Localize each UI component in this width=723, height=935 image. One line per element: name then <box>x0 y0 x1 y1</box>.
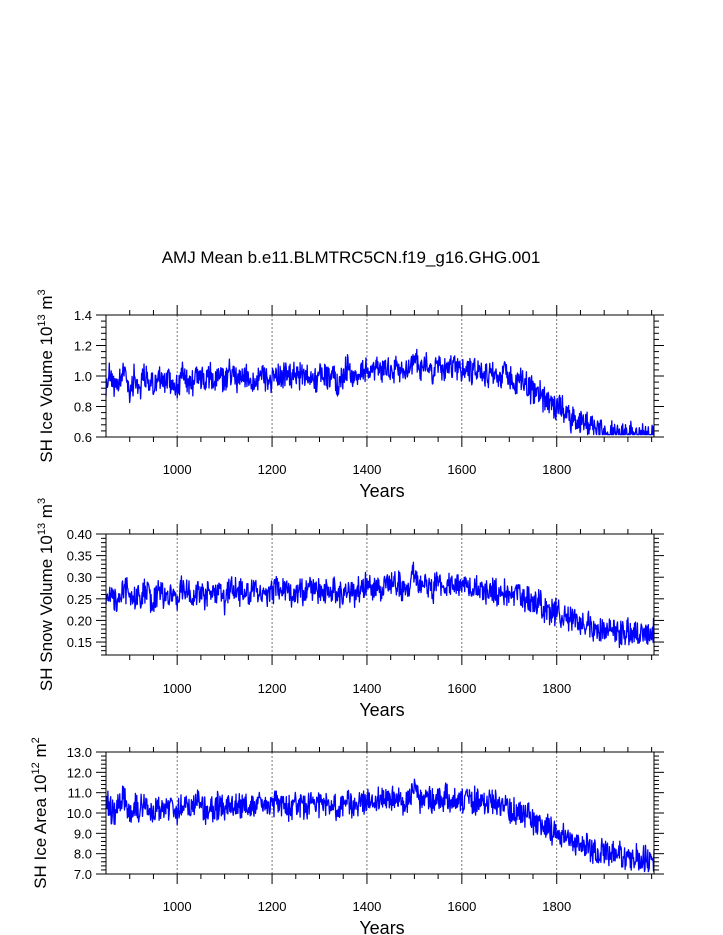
y-axis-label-superscript: 2 <box>30 737 42 743</box>
y-tick-label-0.6: 0.6 <box>74 430 92 445</box>
y-tick-label-11.0: 11.0 <box>68 786 92 801</box>
y-axis-label-part: m <box>37 295 56 314</box>
y-tick-label-10.0: 10.0 <box>67 806 92 821</box>
y-axis-label-superscript: 3 <box>36 498 48 504</box>
x-tick-label-1000: 1000 <box>163 462 192 477</box>
y-tick-label-0.40: 0.40 <box>67 527 92 542</box>
figure-title: AMJ Mean b.e11.BLMTRC5CN.f19_g16.GHG.001 <box>162 248 541 267</box>
y-axis-label-superscript: 13 <box>36 523 48 535</box>
x-tick-label-1800: 1800 <box>542 462 571 477</box>
y-axis-label: SH Ice Area 1012 m2 <box>30 737 50 889</box>
x-tick-label-1200: 1200 <box>258 899 287 914</box>
x-tick-label-1400: 1400 <box>352 899 381 914</box>
x-tick-label-1400: 1400 <box>352 681 381 696</box>
x-tick-label-1800: 1800 <box>542 681 571 696</box>
data-line-0 <box>105 348 655 436</box>
y-tick-label-0.30: 0.30 <box>67 570 92 585</box>
y-tick-label-1.4: 1.4 <box>74 308 92 323</box>
x-axis-label: Years <box>359 918 404 935</box>
data-line-1 <box>105 561 655 649</box>
y-axis-label-part: SH Ice Area 10 <box>31 774 50 888</box>
y-tick-label-0.25: 0.25 <box>67 592 92 607</box>
x-tick-label-1800: 1800 <box>542 899 571 914</box>
y-tick-label-0.20: 0.20 <box>67 613 92 628</box>
y-axis-label-part: m <box>31 743 50 762</box>
y-axis-label-part: SH Snow Volume 10 <box>37 535 56 691</box>
x-tick-label-1400: 1400 <box>352 462 381 477</box>
y-tick-label-0.15: 0.15 <box>67 635 92 650</box>
x-axis-label: Years <box>359 481 404 501</box>
y-tick-label-1.2: 1.2 <box>74 339 92 354</box>
y-tick-label-0.8: 0.8 <box>74 400 92 415</box>
y-axis-label-superscript: 13 <box>36 314 48 326</box>
y-tick-label-0.35: 0.35 <box>67 549 92 564</box>
data-line-2 <box>105 778 655 873</box>
y-tick-label-13.0: 13.0 <box>67 745 92 760</box>
x-tick-label-1200: 1200 <box>258 681 287 696</box>
y-axis-label-part: SH Ice Volume 10 <box>37 327 56 463</box>
panel-ice-volume: 1000 1200 1400 1600 1800 0.6 0.8 1.0 1.2 1.4 Years… <box>36 289 664 501</box>
y-axis-label-superscript: 12 <box>30 762 42 774</box>
y-axis-label-superscript: 3 <box>36 289 48 295</box>
y-tick-label-8.0: 8.0 <box>74 847 92 862</box>
y-axis-label: SH Snow Volume 1013 m3 <box>36 498 56 691</box>
y-tick-label-7.0: 7.0 <box>74 867 92 882</box>
x-tick-label-1000: 1000 <box>163 681 192 696</box>
y-tick-label-9.0: 9.0 <box>74 826 92 841</box>
y-tick-label-1.0: 1.0 <box>74 369 92 384</box>
x-tick-label-1200: 1200 <box>258 462 287 477</box>
panel-ice-area: 1000 1200 1400 1600 1800 7.0 8.0 9.0 10.0 11.0 12.… <box>30 737 664 935</box>
x-axis-label: Years <box>359 700 404 720</box>
x-tick-label-1600: 1600 <box>447 899 476 914</box>
y-tick-label-12.0: 12.0 <box>67 765 92 780</box>
x-tick-label-1600: 1600 <box>447 681 476 696</box>
y-axis-label-part: m <box>37 504 56 523</box>
x-tick-label-1000: 1000 <box>163 899 192 914</box>
x-tick-label-1600: 1600 <box>447 462 476 477</box>
y-axis-label: SH Ice Volume 1013 m3 <box>36 289 56 462</box>
panel-snow-volume: 1000 1200 1400 1600 1800 0.15 0.20 0.25 0.30 0.35… <box>36 498 664 720</box>
